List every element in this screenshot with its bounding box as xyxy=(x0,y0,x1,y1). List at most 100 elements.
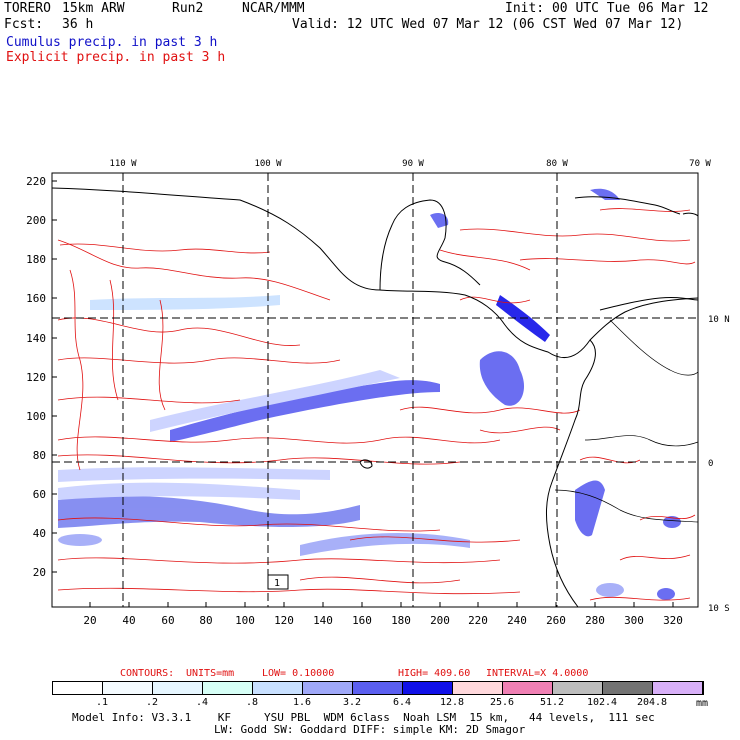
x-tick-100: 100 xyxy=(235,614,255,627)
contours-label: CONTOURS: xyxy=(120,668,175,679)
contour-north-pacific xyxy=(59,243,271,254)
colorbar-swatch xyxy=(303,682,353,694)
colorbar-swatch xyxy=(153,682,203,694)
cumulus-se-cell-2 xyxy=(657,588,675,600)
cumulus-se-cell-1 xyxy=(663,516,681,528)
x-tick-260: 260 xyxy=(546,614,566,627)
border-3 xyxy=(554,489,699,523)
cumulus-band-eq xyxy=(58,467,330,482)
coast-yucatan xyxy=(379,199,481,291)
header-run: Run2 xyxy=(172,1,204,16)
colorbar-label: .4 xyxy=(195,697,209,708)
x-tick-200: 200 xyxy=(430,614,450,627)
y-tick-40: 40 xyxy=(33,527,46,540)
x-tick-160: 160 xyxy=(352,614,372,627)
colorbar-label: 102.4 xyxy=(586,697,618,708)
cumulus-sw-cell xyxy=(58,534,102,546)
colorbar-swatch xyxy=(53,682,103,694)
colorbar-swatch xyxy=(603,682,653,694)
colorbar-swatch xyxy=(253,682,303,694)
contours-interval: INTERVAL=X 4.0000 xyxy=(486,668,589,679)
header-fcst-value: 36 h xyxy=(62,17,94,32)
y-axis: 220 200 180 160 140 120 100 80 60 40 20 xyxy=(26,175,57,579)
cumulus-band-south-light xyxy=(58,482,300,500)
cumulus-band-middle-light xyxy=(150,370,400,432)
colorbar-swatch xyxy=(203,682,253,694)
latlon-grid xyxy=(52,173,698,607)
colorbar-label: 1.6 xyxy=(292,697,312,708)
label-box-text: 1 xyxy=(274,578,280,589)
explicit-precip-contours xyxy=(57,208,696,601)
cumulus-band-middle xyxy=(170,380,440,442)
colorbar-swatch xyxy=(403,682,453,694)
contours-low: LOW= 0.10000 xyxy=(262,668,335,679)
cumulus-caribbean xyxy=(430,213,449,228)
coast-cuba xyxy=(574,196,681,215)
y-tick-120: 120 xyxy=(26,371,46,384)
coast-galapagos xyxy=(359,459,373,469)
y-tick-80: 80 xyxy=(33,449,46,462)
x-tick-20: 20 xyxy=(83,614,96,627)
cumulus-band-lower xyxy=(300,533,470,556)
header-valid: Valid: 12 UTC Wed 07 Mar 12 (06 CST Wed … xyxy=(292,17,684,32)
x-tick-120: 120 xyxy=(274,614,294,627)
colorbar-label: 25.6 xyxy=(489,697,515,708)
colorbar-label: 204.8 xyxy=(636,697,668,708)
colorbar-label: 12.8 xyxy=(439,697,465,708)
header-model: TORERO xyxy=(4,1,51,16)
border-1 xyxy=(609,319,699,376)
lon-label-90w: 90 W xyxy=(402,159,424,169)
cumulus-blob-central xyxy=(479,351,525,406)
colorbar-label: .8 xyxy=(245,697,259,708)
y-tick-200: 200 xyxy=(26,214,46,227)
legend-explicit: Explicit precip. in past 3 h xyxy=(6,50,226,65)
colorbar-swatch xyxy=(453,682,503,694)
colorbar-swatch xyxy=(103,682,153,694)
colorbar-label: 6.4 xyxy=(392,697,412,708)
contours-high: HIGH= 409.60 xyxy=(398,668,471,679)
colorbar-swatch xyxy=(653,682,703,694)
cumulus-se-cell-3 xyxy=(596,583,624,597)
x-tick-280: 280 xyxy=(585,614,605,627)
x-tick-320: 320 xyxy=(663,614,683,627)
x-tick-240: 240 xyxy=(507,614,527,627)
contour-field-west xyxy=(57,239,521,595)
x-tick-180: 180 xyxy=(391,614,411,627)
y-tick-20: 20 xyxy=(33,566,46,579)
colorbar-label: .2 xyxy=(145,697,159,708)
lon-label-100w: 100 W xyxy=(254,159,282,169)
lat-label-10n: 10 N xyxy=(708,315,730,325)
colorbar-label: .1 xyxy=(95,697,109,708)
cumulus-caribbean-north xyxy=(590,188,620,200)
x-tick-40: 40 xyxy=(122,614,135,627)
y-tick-220: 220 xyxy=(26,175,46,188)
x-tick-300: 300 xyxy=(624,614,644,627)
coast-hispaniola xyxy=(682,212,699,217)
border-2 xyxy=(584,435,699,447)
y-tick-180: 180 xyxy=(26,253,46,266)
model-info-line1: Model Info: V3.3.1 KF YSU PBL WDM 6class… xyxy=(72,711,655,724)
lon-label-80w: 80 W xyxy=(546,159,568,169)
lat-label-10s: 10 S xyxy=(708,604,730,614)
contour-caribbean xyxy=(439,208,696,271)
colorbar-swatch xyxy=(553,682,603,694)
contour-amazon xyxy=(579,456,696,601)
header-init: Init: 00 UTC Tue 06 Mar 12 xyxy=(505,1,709,16)
cumulus-southamerica xyxy=(575,480,605,537)
coast-southamerica-north xyxy=(599,296,699,311)
contours-units: UNITS=mm xyxy=(186,668,235,679)
colorbar-label: 51.2 xyxy=(539,697,565,708)
x-tick-140: 140 xyxy=(313,614,333,627)
colorbar-label: 3.2 xyxy=(342,697,362,708)
x-axis: 20 40 60 80 100 120 140 160 180 200 220 … xyxy=(83,602,683,627)
x-tick-80: 80 xyxy=(199,614,212,627)
y-tick-100: 100 xyxy=(26,410,46,423)
colorbar xyxy=(52,681,704,695)
coastline xyxy=(51,187,699,608)
y-tick-140: 140 xyxy=(26,332,46,345)
x-tick-220: 220 xyxy=(468,614,488,627)
cumulus-band-south xyxy=(58,495,360,528)
header-resolution: 15km ARW xyxy=(62,1,125,16)
coast-mexico-central-america xyxy=(51,187,699,359)
